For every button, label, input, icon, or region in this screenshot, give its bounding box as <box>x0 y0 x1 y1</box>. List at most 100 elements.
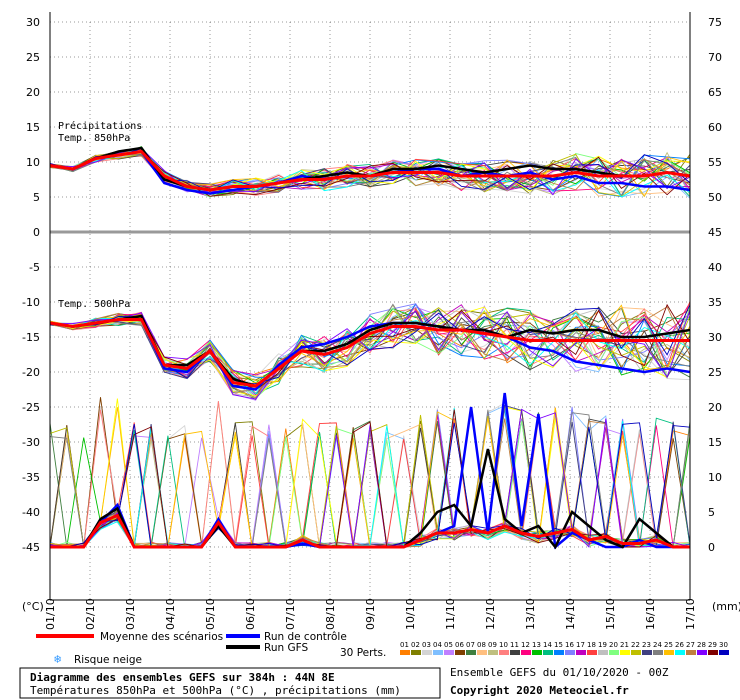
pert-number-label: 22 <box>631 641 640 649</box>
pert-number-label: 04 <box>433 641 442 649</box>
pert-number-label: 11 <box>510 641 519 649</box>
pert-number-label: 09 <box>488 641 497 649</box>
x-tick-label: 16/10 <box>644 598 657 630</box>
pert-number-label: 14 <box>543 641 552 649</box>
pert-color-swatch <box>664 650 674 655</box>
pert-number-label: 16 <box>565 641 574 649</box>
right-tick-label: 55 <box>708 156 722 169</box>
pert-number-label: 29 <box>708 641 717 649</box>
x-tick-label: 13/10 <box>524 598 537 630</box>
left-tick-label: -35 <box>22 471 40 484</box>
pert-color-swatch <box>488 650 498 655</box>
series-line <box>50 513 690 549</box>
pert-color-swatch <box>532 650 542 655</box>
pert-color-swatch <box>433 650 443 655</box>
main-series-lines <box>49 146 691 550</box>
right-tick-label: 50 <box>708 191 722 204</box>
right-axis-unit: (mm) <box>712 600 740 613</box>
right-tick-label: 20 <box>708 401 722 414</box>
snowflake-icon: ❄ <box>54 652 61 666</box>
pert-color-swatch <box>400 650 410 655</box>
footer-subtitle: Températures 850hPa et 500hPa (°C) , pré… <box>30 684 401 697</box>
axes <box>49 12 691 601</box>
left-tick-label: -30 <box>22 436 40 449</box>
precip-label: Précipitations <box>58 120 142 132</box>
pert-color-swatch <box>510 650 520 655</box>
pert-color-swatch <box>653 650 663 655</box>
legend-snow-label: Risque neige <box>74 654 142 666</box>
x-tick-label: 03/10 <box>124 598 137 630</box>
perturbation-line <box>49 409 690 548</box>
right-tick-label: 60 <box>708 121 722 134</box>
legend-mean-label: Moyenne des scénarios <box>100 631 223 643</box>
pert-color-swatch <box>708 650 718 655</box>
pert-number-label: 28 <box>697 641 706 649</box>
left-tick-label: 25 <box>26 51 40 64</box>
pert-number-label: 30 <box>719 641 728 649</box>
x-tick-label: 08/10 <box>324 598 337 630</box>
left-tick-label: -20 <box>22 366 40 379</box>
x-tick-label: 09/10 <box>364 598 377 630</box>
right-tick-label: 10 <box>708 471 722 484</box>
x-tick-label: 12/10 <box>484 598 497 630</box>
pert-number-label: 25 <box>664 641 673 649</box>
x-tick-label: 11/10 <box>444 598 457 630</box>
pert-number-label: 07 <box>466 641 475 649</box>
pert-color-swatch <box>466 650 476 655</box>
left-tick-label: 20 <box>26 86 40 99</box>
x-tick-label: 10/10 <box>404 598 417 630</box>
pert-color-swatch <box>631 650 641 655</box>
pert-number-label: 26 <box>675 641 684 649</box>
right-tick-label: 15 <box>708 436 722 449</box>
right-tick-label: 30 <box>708 331 722 344</box>
pert-color-swatch <box>675 650 685 655</box>
t850-label: Temp. 850hPa <box>58 133 130 144</box>
pert-number-label: 17 <box>576 641 585 649</box>
pert-number-label: 06 <box>455 641 464 649</box>
x-tick-label: 06/10 <box>244 598 257 630</box>
pert-color-swatch <box>609 650 619 655</box>
x-tick-label: 04/10 <box>164 598 177 630</box>
x-tick-labels: 01/10 02/10 03/10 04/10 05/10 06/10 07/10 08/10… <box>44 598 697 630</box>
left-tick-labels: 30 25 20 15 10 5 0 -5 -10 -15 -20 -25 -30 -35 -40 -45 <box>22 16 40 554</box>
x-tick-label: 17/10 <box>684 598 697 630</box>
pert-number-label: 08 <box>477 641 486 649</box>
perturbation-legend: 01 02 03 04 05 06 07 08 09 10 11 12 13 14 15 16 17 18 19 20… <box>400 641 729 655</box>
pert-color-swatch <box>565 650 575 655</box>
footer-run: Ensemble GEFS du 01/10/2020 - 00Z <box>450 666 669 679</box>
left-axis-unit: (°C) <box>22 600 44 613</box>
perturbation-line <box>49 150 691 197</box>
perturbation-line <box>49 146 691 198</box>
pert-number-label: 02 <box>411 641 420 649</box>
left-tick-label: 15 <box>26 121 40 134</box>
x-tick-label: 14/10 <box>564 598 577 630</box>
pert-color-swatch <box>576 650 586 655</box>
grid <box>49 21 691 600</box>
pert-color-swatch <box>477 650 487 655</box>
right-tick-label: 40 <box>708 261 722 274</box>
right-tick-label: 25 <box>708 366 722 379</box>
pert-color-swatch <box>422 650 432 655</box>
pert-number-label: 18 <box>587 641 596 649</box>
left-tick-label: -45 <box>22 541 40 554</box>
x-tick-label: 07/10 <box>284 598 297 630</box>
pert-number-label: 21 <box>620 641 629 649</box>
pert-color-swatch <box>697 650 707 655</box>
x-tick-label: 02/10 <box>84 598 97 630</box>
left-tick-label: 0 <box>33 226 40 239</box>
right-tick-label: 70 <box>708 51 722 64</box>
left-tick-label: -25 <box>22 401 40 414</box>
pert-number-label: 23 <box>642 641 651 649</box>
t500-label: Temp. 500hPa <box>58 299 130 310</box>
pert-number-label: 27 <box>686 641 695 649</box>
pert-number-label: 10 <box>499 641 508 649</box>
left-tick-label: 10 <box>26 156 40 169</box>
perturbation-line <box>49 309 691 400</box>
series-line <box>49 149 691 192</box>
left-tick-label: -40 <box>22 506 40 519</box>
pert-color-swatch <box>642 650 652 655</box>
pert-number-label: 01 <box>400 641 409 649</box>
pert-color-swatch <box>499 650 509 655</box>
